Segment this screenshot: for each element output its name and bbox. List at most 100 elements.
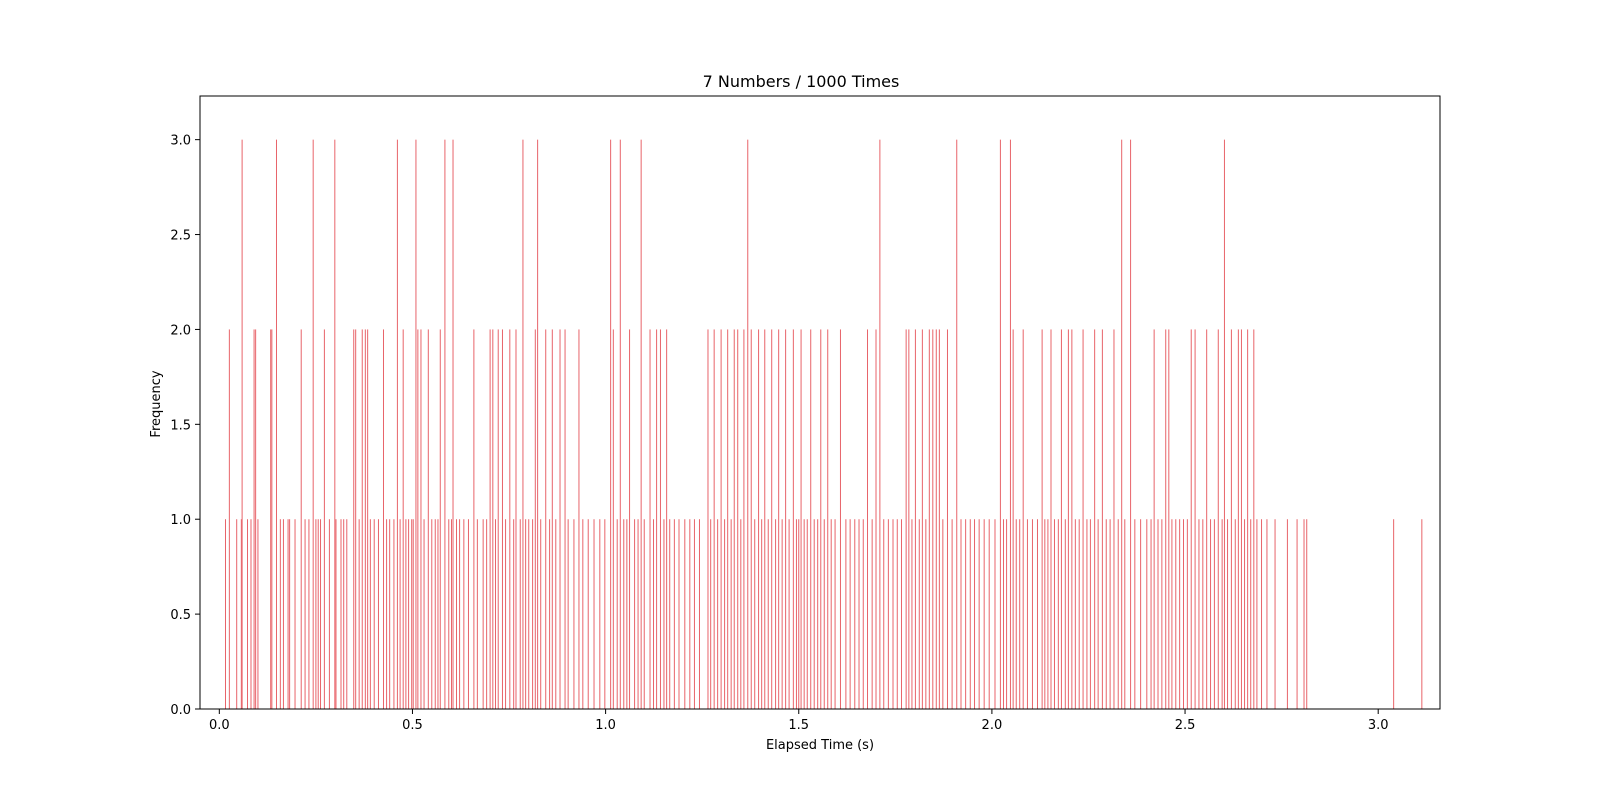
- histogram-bar: [740, 519, 742, 709]
- histogram-bar: [434, 519, 436, 709]
- histogram-bar: [1256, 519, 1258, 709]
- histogram-bar: [364, 329, 366, 709]
- histogram-bar: [1026, 519, 1028, 709]
- histogram-bar: [1210, 519, 1212, 709]
- histogram-bar: [282, 519, 284, 709]
- histogram-bar: [778, 329, 780, 709]
- x-tick-label: 2.5: [1175, 718, 1196, 733]
- histogram-bar: [415, 139, 417, 709]
- bars-group: [225, 139, 1423, 709]
- histogram-bar: [573, 519, 575, 709]
- histogram-bar: [1237, 329, 1239, 709]
- histogram-bar: [1157, 519, 1159, 709]
- y-tick-label: 2.0: [170, 323, 191, 338]
- x-axis: 0.0 0.5 1.0 1.5 2.0 2.5 3.0: [209, 709, 1389, 733]
- plot-frame: [199, 95, 1441, 710]
- histogram-bar: [988, 519, 990, 709]
- histogram-bar: [1165, 329, 1167, 709]
- histogram-bar: [1161, 519, 1163, 709]
- histogram-bar: [1130, 139, 1132, 709]
- histogram-bar: [781, 519, 783, 709]
- histogram-bar: [300, 329, 302, 709]
- histogram-bar: [497, 329, 499, 709]
- y-tick-label: 0.0: [170, 703, 191, 718]
- histogram-bar: [839, 329, 841, 709]
- histogram-bar: [1101, 329, 1103, 709]
- histogram-bar: [228, 329, 230, 709]
- histogram-bar: [1217, 329, 1219, 709]
- histogram-bar: [673, 519, 675, 709]
- histogram-bar: [304, 519, 306, 709]
- histogram-bar: [476, 519, 478, 709]
- histogram-bar: [492, 329, 494, 709]
- histogram-bar: [758, 329, 760, 709]
- histogram-bar: [361, 329, 363, 709]
- histogram-bar: [623, 519, 625, 709]
- histogram-bar: [908, 329, 910, 709]
- histogram-bar: [928, 329, 930, 709]
- histogram-bar: [1134, 519, 1136, 709]
- histogram-bar: [528, 519, 530, 709]
- histogram-bar: [540, 519, 542, 709]
- histogram-bar: [271, 329, 273, 709]
- histogram-bar: [1057, 519, 1059, 709]
- y-tick-label: 0.5: [170, 608, 191, 623]
- histogram-bar: [225, 519, 226, 709]
- histogram-bar: [519, 519, 521, 709]
- histogram-bar: [951, 519, 953, 709]
- histogram-bar: [241, 139, 243, 709]
- histogram-bar: [463, 519, 465, 709]
- histogram-bar: [925, 519, 927, 709]
- histogram-bar: [1012, 329, 1014, 709]
- histogram-bar: [803, 519, 805, 709]
- histogram-bar: [969, 519, 971, 709]
- x-tick-label: 3.0: [1368, 718, 1389, 733]
- histogram-bar: [1168, 329, 1170, 709]
- histogram-bar: [559, 329, 561, 709]
- histogram-bar: [1006, 519, 1008, 709]
- histogram-bar: [405, 519, 407, 709]
- histogram-bar: [1266, 519, 1268, 709]
- histogram-bar: [532, 519, 534, 709]
- histogram-bar: [1150, 519, 1152, 709]
- histogram-bar: [1002, 519, 1004, 709]
- histogram-bar: [713, 329, 715, 709]
- histogram-bar: [1393, 519, 1395, 709]
- histogram-bar: [862, 519, 864, 709]
- histogram-bar: [942, 519, 944, 709]
- histogram-bar: [593, 519, 595, 709]
- histogram-bar: [1117, 519, 1119, 709]
- histogram-bar: [489, 329, 491, 709]
- histogram-bar: [764, 329, 766, 709]
- histogram-bar: [974, 519, 976, 709]
- histogram-bar: [402, 329, 404, 709]
- histogram-bar: [294, 519, 296, 709]
- histogram-bar: [315, 519, 317, 709]
- histogram-bar: [771, 329, 773, 709]
- histogram-bar: [1078, 519, 1080, 709]
- histogram-bar: [938, 329, 940, 709]
- histogram-bar: [983, 519, 985, 709]
- histogram-bar: [823, 519, 825, 709]
- histogram-bar: [901, 519, 903, 709]
- histogram-bar: [1296, 519, 1298, 709]
- histogram-bar: [1244, 519, 1246, 709]
- histogram-bar: [956, 139, 958, 709]
- histogram-bar: [678, 519, 680, 709]
- histogram-bar: [827, 329, 829, 709]
- histogram-bar: [754, 519, 756, 709]
- histogram-bar: [1198, 519, 1200, 709]
- x-tick-label: 1.5: [788, 718, 809, 733]
- histogram-bar: [896, 519, 898, 709]
- histogram-bar: [270, 329, 272, 709]
- histogram-bar: [1190, 329, 1192, 709]
- histogram-bar: [800, 329, 802, 709]
- x-tick-label: 2.0: [982, 718, 1003, 733]
- histogram-bar: [1097, 519, 1099, 709]
- histogram-bar: [994, 519, 996, 709]
- histogram-bar: [509, 329, 511, 709]
- histogram-bar: [1179, 519, 1181, 709]
- histogram-bar: [737, 329, 739, 709]
- histogram-bar: [1261, 519, 1263, 709]
- histogram-bar: [750, 329, 752, 709]
